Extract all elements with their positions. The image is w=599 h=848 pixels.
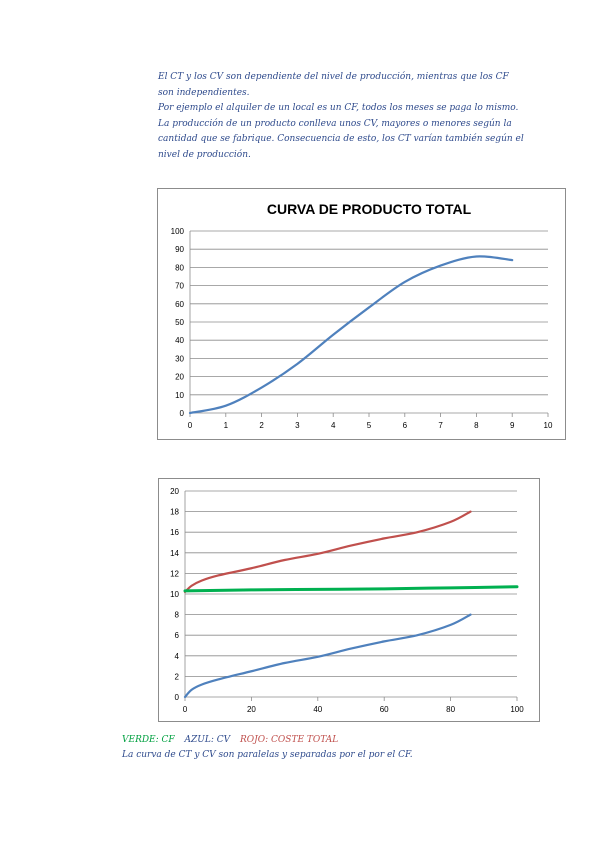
y-tick-label: 18: [170, 508, 179, 517]
x-tick-label: 2: [259, 421, 264, 430]
y-tick-label: 4: [175, 652, 180, 661]
color-legend: VERDE: CF AZUL: CV ROJO: COSTE TOTAL: [122, 735, 345, 745]
x-tick-label: 4: [331, 421, 336, 430]
intro-line: nivel de producción.: [158, 149, 251, 160]
legend-verde: VERDE: CF: [122, 735, 175, 745]
x-tick-label: 40: [313, 705, 322, 714]
y-tick-label: 60: [175, 300, 184, 309]
y-tick-label: 10: [170, 590, 179, 599]
legend-azul: AZUL: CV: [184, 735, 231, 745]
intro-line: El CT y los CV son dependiente del nivel…: [158, 72, 509, 82]
y-tick-label: 14: [170, 549, 179, 558]
total-product-chart: CURVA DE PRODUCTO TOTAL 0 10 20 30 40 50 60 70 80…: [157, 188, 566, 440]
x-tick-label: 80: [446, 705, 455, 714]
y-tick-label: 100: [171, 227, 185, 236]
y-tick-label: 12: [170, 569, 179, 578]
y-tick-label: 8: [175, 611, 180, 620]
total-product-chart-svg: CURVA DE PRODUCTO TOTAL01020304050607080…: [171, 201, 553, 430]
series-line-2: [183, 613, 472, 699]
y-tick-label: 30: [175, 354, 184, 363]
y-tick-label: 90: [175, 245, 184, 254]
y-tick-label: 6: [175, 631, 180, 640]
x-tick-label: 6: [403, 421, 408, 430]
y-tick-label: 10: [175, 391, 184, 400]
x-tick-label: 1: [224, 421, 229, 430]
x-tick-label: 60: [380, 705, 389, 714]
intro-line: La producción de un producto conlleva un…: [158, 118, 512, 129]
y-tick-label: 80: [175, 263, 184, 272]
legend-rojo: ROJO: COSTE TOTAL: [240, 735, 339, 745]
x-tick-label: 10: [544, 421, 553, 430]
y-tick-label: 50: [175, 318, 184, 327]
y-tick-label: 0: [175, 693, 180, 702]
x-tick-label: 0: [183, 705, 188, 714]
y-tick-label: 40: [175, 336, 184, 345]
x-tick-label: 100: [510, 705, 524, 714]
x-tick-label: 7: [438, 421, 443, 430]
x-tick-label: 9: [510, 421, 515, 430]
series-line-0: [183, 510, 472, 594]
x-tick-label: 20: [247, 705, 256, 714]
y-tick-label: 16: [170, 528, 179, 537]
series-line-0: [188, 255, 514, 415]
intro-line: Por ejemplo el alquiler de un local es u…: [158, 103, 519, 114]
intro-line: cantidad que se fabrique. Consecuencia d…: [158, 134, 524, 145]
y-tick-label: 70: [175, 282, 184, 291]
y-tick-label: 20: [170, 487, 179, 496]
cost-curves-chart: 0 2 4 6 8 10 12 14 16 18 20 0 20 40 60 80 100: [158, 478, 540, 722]
series-line-1: [183, 585, 519, 593]
y-tick-label: 2: [175, 672, 180, 681]
cost-curves-chart-svg: 0 2 4 6 8 10 12 14 16 18 20 0 20 40 60 80 100: [170, 487, 524, 714]
intro-text: El CT y los CV son dependiente del nivel…: [158, 70, 538, 164]
y-tick-label: 20: [175, 373, 184, 382]
chart-title: CURVA DE PRODUCTO TOTAL: [267, 201, 472, 217]
x-tick-label: 3: [295, 421, 300, 430]
y-tick-label: 0: [180, 409, 185, 418]
intro-line: son independientes.: [158, 87, 250, 98]
x-tick-label: 8: [474, 421, 479, 430]
x-tick-label: 0: [188, 421, 193, 430]
note-text: La curva de CT y CV son paralelas y sepa…: [122, 750, 413, 760]
x-tick-label: 5: [367, 421, 372, 430]
